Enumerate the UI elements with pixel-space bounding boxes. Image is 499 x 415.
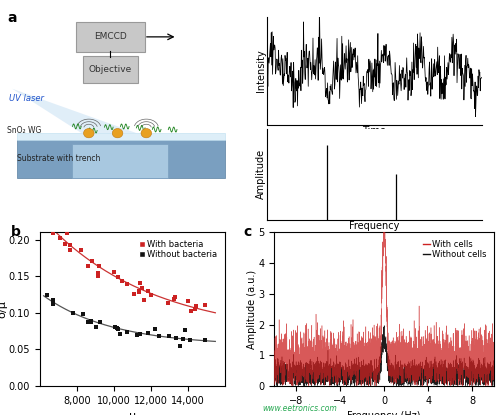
Polygon shape <box>12 89 137 133</box>
Polygon shape <box>17 133 226 139</box>
Point <box>94 270 102 276</box>
Point <box>151 325 159 332</box>
Point <box>191 306 199 313</box>
Point <box>87 318 95 325</box>
Point <box>95 263 103 269</box>
Y-axis label: Amplitude: Amplitude <box>255 149 265 199</box>
Circle shape <box>83 129 94 138</box>
Point <box>179 336 187 342</box>
X-axis label: Time: Time <box>362 126 386 136</box>
Text: Substrate with trench: Substrate with trench <box>17 154 100 163</box>
Point <box>118 278 126 284</box>
Point <box>138 285 146 291</box>
Point <box>61 240 69 247</box>
Text: Objective: Objective <box>89 65 132 74</box>
Point <box>66 247 74 254</box>
Point <box>84 319 92 325</box>
Point <box>66 242 74 248</box>
Circle shape <box>112 129 123 138</box>
FancyBboxPatch shape <box>76 22 145 52</box>
Point <box>172 335 180 342</box>
Point <box>123 329 131 335</box>
Text: c: c <box>244 225 252 239</box>
Point <box>201 302 209 309</box>
Text: UV laser: UV laser <box>8 95 43 103</box>
Y-axis label: Amplitude (a.u.): Amplitude (a.u.) <box>247 270 257 349</box>
Y-axis label: Intensity: Intensity <box>255 49 265 92</box>
Point <box>170 295 178 302</box>
Point <box>187 308 195 315</box>
Point <box>130 290 138 297</box>
Point <box>155 332 163 339</box>
Point <box>180 335 188 342</box>
Text: b: b <box>10 225 20 239</box>
Point <box>43 291 51 298</box>
Polygon shape <box>17 139 226 178</box>
X-axis label: Frequency: Frequency <box>349 221 399 231</box>
X-axis label: μ: μ <box>129 411 136 415</box>
Point <box>123 281 131 288</box>
Point <box>176 342 184 349</box>
Legend: With cells, Without cells: With cells, Without cells <box>420 237 490 262</box>
Point <box>166 333 174 340</box>
Point <box>184 298 192 305</box>
Point <box>186 337 194 344</box>
Point <box>201 336 209 343</box>
Point <box>86 318 94 325</box>
Point <box>94 273 102 280</box>
Point <box>110 269 118 275</box>
Legend: With bacteria, Without bacteria: With bacteria, Without bacteria <box>136 237 221 262</box>
Point <box>141 296 149 303</box>
Text: a: a <box>7 12 17 25</box>
Point <box>63 230 71 237</box>
Circle shape <box>141 129 152 138</box>
X-axis label: Frequency (Hz): Frequency (Hz) <box>347 411 421 415</box>
Point <box>49 301 57 308</box>
Point <box>144 287 152 294</box>
FancyBboxPatch shape <box>83 56 138 83</box>
Text: www.eetronics.com: www.eetronics.com <box>262 404 337 413</box>
Text: EMCCD: EMCCD <box>94 32 127 42</box>
Point <box>79 310 87 317</box>
Point <box>49 297 57 304</box>
Text: SnO₂ WG: SnO₂ WG <box>7 126 42 135</box>
Point <box>136 280 144 287</box>
Point <box>92 324 100 331</box>
Point <box>96 319 104 326</box>
Point <box>49 229 57 236</box>
Point <box>147 292 155 299</box>
Point <box>77 247 85 253</box>
Point <box>88 258 96 264</box>
Text: FT: FT <box>387 142 400 152</box>
Point <box>56 235 64 242</box>
Point <box>172 293 180 300</box>
Point <box>135 288 143 294</box>
Point <box>116 331 124 337</box>
Point <box>133 332 141 339</box>
Point <box>114 326 122 333</box>
Point <box>192 303 200 310</box>
Point <box>114 274 122 281</box>
Y-axis label: σ/μ: σ/μ <box>0 300 7 318</box>
Point <box>49 298 57 304</box>
Point <box>84 262 92 269</box>
Point <box>144 330 152 336</box>
Point <box>111 323 119 330</box>
Point <box>164 300 172 306</box>
Point <box>69 309 77 316</box>
Point <box>123 329 131 335</box>
Point <box>136 330 144 337</box>
Point <box>135 289 143 295</box>
Point <box>113 325 121 332</box>
Point <box>181 327 189 333</box>
Polygon shape <box>72 144 168 178</box>
